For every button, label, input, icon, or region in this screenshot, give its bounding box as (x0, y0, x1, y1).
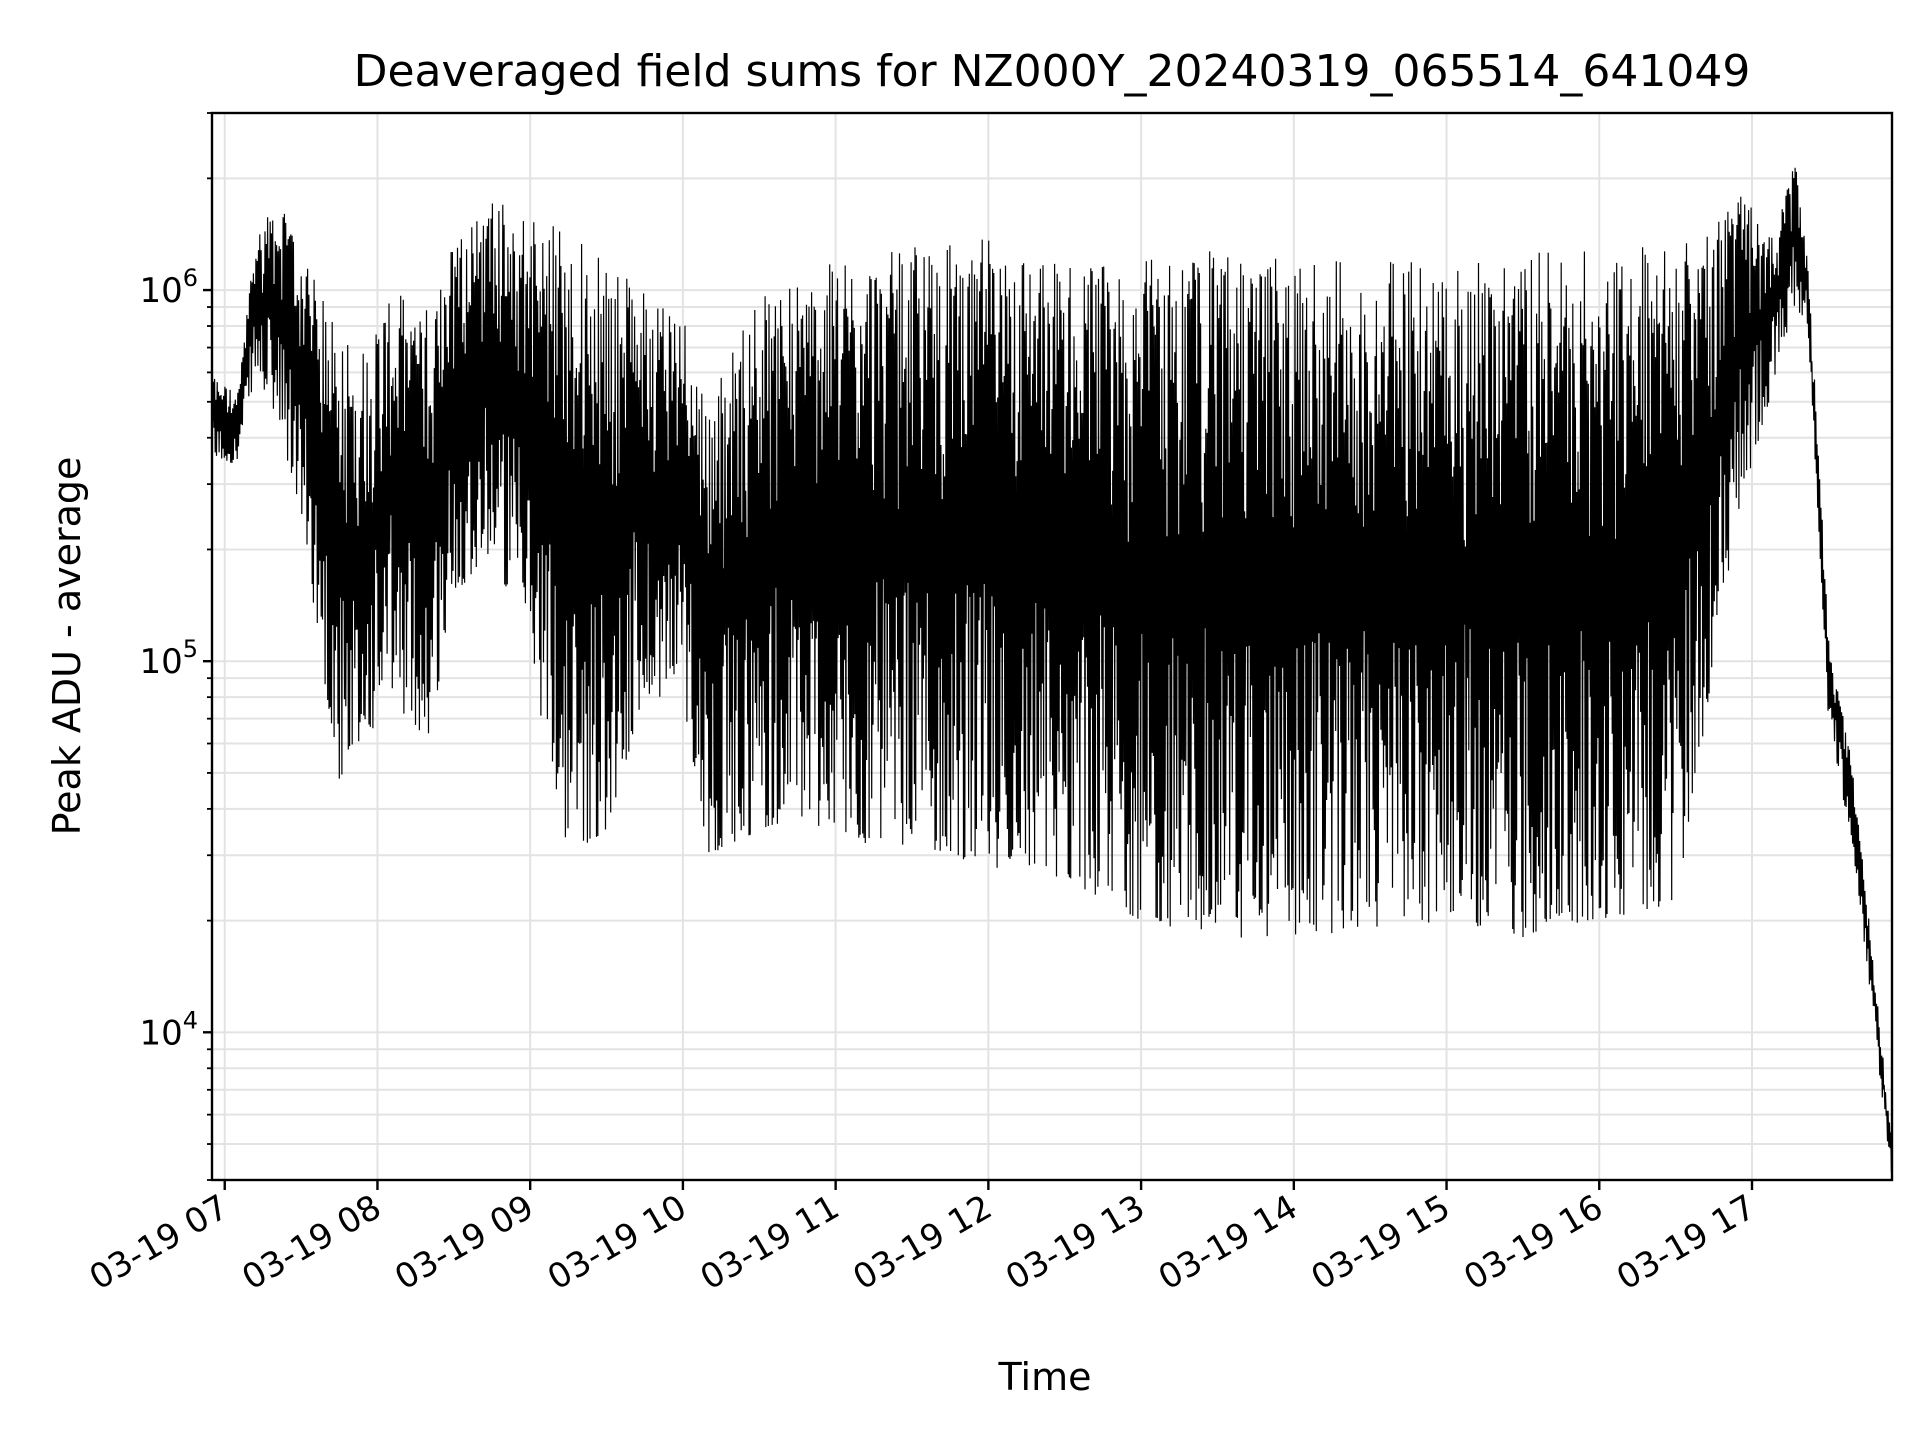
series-line (211, 167, 1893, 1173)
x-tick-label: 03-19 16 (1457, 1187, 1609, 1298)
x-tick-label: 03-19 15 (1305, 1187, 1457, 1298)
y-tick-label: 104 (139, 1006, 198, 1053)
plot-frame (210, 111, 1894, 1182)
x-tick-label: 03-19 07 (83, 1187, 235, 1298)
x-tick-label: 03-19 17 (1610, 1187, 1762, 1298)
x-axis-label: Time (998, 1355, 1092, 1399)
y-tick-label: 106 (139, 264, 198, 311)
x-tick-label: 03-19 10 (541, 1187, 693, 1298)
y-axis-label: Peak ADU - average (45, 457, 89, 836)
x-tick-label: 03-19 08 (236, 1187, 388, 1298)
x-tick-label: 03-19 13 (999, 1187, 1151, 1298)
x-tick-label: 03-19 09 (388, 1187, 540, 1298)
chart-title: Deaveraged field sums for NZ000Y_2024031… (354, 46, 1751, 97)
y-tick-label: 105 (139, 635, 198, 682)
x-tick-label: 03-19 12 (846, 1187, 998, 1298)
x-tick-label: 03-19 11 (694, 1187, 846, 1298)
x-tick-label: 03-19 14 (1152, 1187, 1304, 1298)
